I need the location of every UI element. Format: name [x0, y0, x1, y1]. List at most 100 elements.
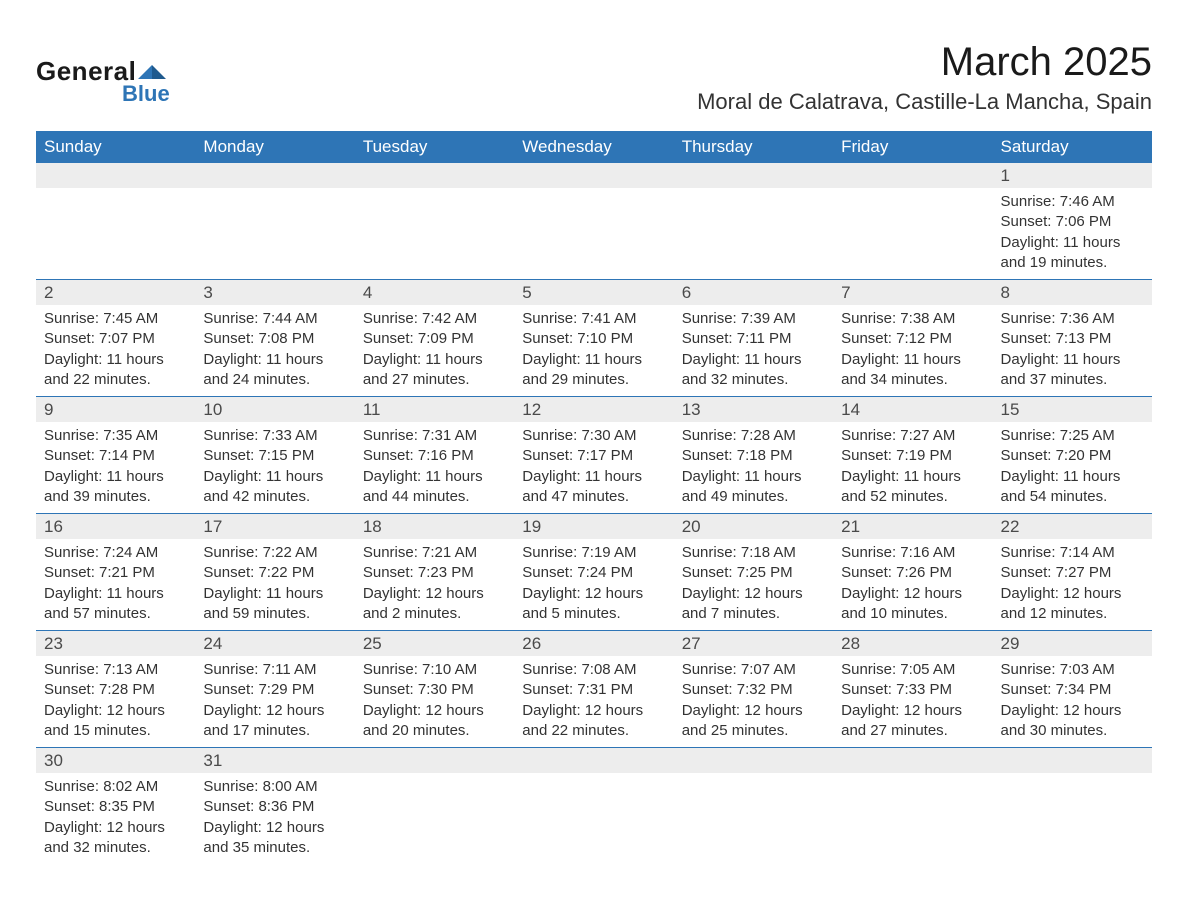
calendar-week-row: 30Sunrise: 8:02 AMSunset: 8:35 PMDayligh… [36, 748, 1152, 865]
sunrise-text: Sunrise: 7:10 AM [363, 660, 506, 680]
day-number: 25 [355, 631, 514, 656]
daylight-text-2: and 5 minutes. [522, 604, 665, 624]
day-content: Sunrise: 7:08 AMSunset: 7:31 PMDaylight:… [514, 656, 673, 747]
day-content: Sunrise: 7:39 AMSunset: 7:11 PMDaylight:… [674, 305, 833, 396]
day-content: Sunrise: 7:38 AMSunset: 7:12 PMDaylight:… [833, 305, 992, 396]
daylight-text-1: Daylight: 11 hours [522, 350, 665, 370]
daylight-text-1: Daylight: 11 hours [682, 467, 825, 487]
sunset-text: Sunset: 7:20 PM [1001, 446, 1144, 466]
sunset-text: Sunset: 7:09 PM [363, 329, 506, 349]
sunset-text: Sunset: 7:16 PM [363, 446, 506, 466]
daylight-text-2: and 42 minutes. [203, 487, 346, 507]
daylight-text-1: Daylight: 11 hours [203, 584, 346, 604]
daylight-text-2: and 57 minutes. [44, 604, 187, 624]
calendar-day-cell: 19Sunrise: 7:19 AMSunset: 7:24 PMDayligh… [514, 514, 673, 631]
daylight-text-1: Daylight: 12 hours [44, 701, 187, 721]
day-number: 11 [355, 397, 514, 422]
title-block: March 2025 Moral de Calatrava, Castille-… [697, 40, 1152, 123]
daylight-text-1: Daylight: 11 hours [682, 350, 825, 370]
day-number [674, 748, 833, 773]
sunrise-text: Sunrise: 7:27 AM [841, 426, 984, 446]
day-content: Sunrise: 7:28 AMSunset: 7:18 PMDaylight:… [674, 422, 833, 513]
sunset-text: Sunset: 7:06 PM [1001, 212, 1144, 232]
logo-blue-text: Blue [122, 81, 170, 107]
weekday-header-row: Sunday Monday Tuesday Wednesday Thursday… [36, 131, 1152, 163]
sunset-text: Sunset: 7:22 PM [203, 563, 346, 583]
calendar-day-cell [355, 163, 514, 280]
daylight-text-2: and 32 minutes. [682, 370, 825, 390]
day-content: Sunrise: 7:07 AMSunset: 7:32 PMDaylight:… [674, 656, 833, 747]
day-number [355, 163, 514, 188]
daylight-text-1: Daylight: 12 hours [363, 701, 506, 721]
daylight-text-2: and 15 minutes. [44, 721, 187, 741]
weekday-header: Friday [833, 131, 992, 163]
calendar-day-cell: 11Sunrise: 7:31 AMSunset: 7:16 PMDayligh… [355, 397, 514, 514]
sunrise-text: Sunrise: 7:25 AM [1001, 426, 1144, 446]
calendar-day-cell: 7Sunrise: 7:38 AMSunset: 7:12 PMDaylight… [833, 280, 992, 397]
day-content [833, 773, 992, 783]
day-content [355, 773, 514, 783]
daylight-text-2: and 25 minutes. [682, 721, 825, 741]
day-content: Sunrise: 7:36 AMSunset: 7:13 PMDaylight:… [993, 305, 1152, 396]
day-content: Sunrise: 7:10 AMSunset: 7:30 PMDaylight:… [355, 656, 514, 747]
calendar-week-row: 1Sunrise: 7:46 AMSunset: 7:06 PMDaylight… [36, 163, 1152, 280]
calendar-day-cell: 9Sunrise: 7:35 AMSunset: 7:14 PMDaylight… [36, 397, 195, 514]
day-content: Sunrise: 7:22 AMSunset: 7:22 PMDaylight:… [195, 539, 354, 630]
day-content: Sunrise: 7:41 AMSunset: 7:10 PMDaylight:… [514, 305, 673, 396]
calendar-day-cell: 25Sunrise: 7:10 AMSunset: 7:30 PMDayligh… [355, 631, 514, 748]
calendar-day-cell [195, 163, 354, 280]
daylight-text-1: Daylight: 12 hours [522, 701, 665, 721]
daylight-text-1: Daylight: 12 hours [841, 701, 984, 721]
daylight-text-2: and 10 minutes. [841, 604, 984, 624]
day-content [514, 188, 673, 198]
daylight-text-1: Daylight: 12 hours [44, 818, 187, 838]
daylight-text-1: Daylight: 11 hours [44, 584, 187, 604]
calendar-week-row: 2Sunrise: 7:45 AMSunset: 7:07 PMDaylight… [36, 280, 1152, 397]
daylight-text-2: and 49 minutes. [682, 487, 825, 507]
day-number [833, 163, 992, 188]
sunrise-text: Sunrise: 7:18 AM [682, 543, 825, 563]
sunset-text: Sunset: 7:29 PM [203, 680, 346, 700]
day-number: 13 [674, 397, 833, 422]
weekday-header: Monday [195, 131, 354, 163]
daylight-text-2: and 12 minutes. [1001, 604, 1144, 624]
sunrise-text: Sunrise: 7:31 AM [363, 426, 506, 446]
daylight-text-1: Daylight: 12 hours [363, 584, 506, 604]
daylight-text-2: and 59 minutes. [203, 604, 346, 624]
day-number [195, 163, 354, 188]
sunrise-text: Sunrise: 7:33 AM [203, 426, 346, 446]
daylight-text-1: Daylight: 12 hours [203, 818, 346, 838]
sunset-text: Sunset: 7:18 PM [682, 446, 825, 466]
daylight-text-2: and 32 minutes. [44, 838, 187, 858]
day-content [833, 188, 992, 198]
calendar-day-cell: 17Sunrise: 7:22 AMSunset: 7:22 PMDayligh… [195, 514, 354, 631]
sunset-text: Sunset: 7:10 PM [522, 329, 665, 349]
calendar-day-cell: 27Sunrise: 7:07 AMSunset: 7:32 PMDayligh… [674, 631, 833, 748]
calendar-day-cell [514, 163, 673, 280]
day-number: 27 [674, 631, 833, 656]
day-content: Sunrise: 7:44 AMSunset: 7:08 PMDaylight:… [195, 305, 354, 396]
daylight-text-2: and 22 minutes. [522, 721, 665, 741]
day-number: 19 [514, 514, 673, 539]
day-content: Sunrise: 7:45 AMSunset: 7:07 PMDaylight:… [36, 305, 195, 396]
calendar-day-cell [514, 748, 673, 865]
day-content: Sunrise: 7:11 AMSunset: 7:29 PMDaylight:… [195, 656, 354, 747]
calendar-day-cell: 2Sunrise: 7:45 AMSunset: 7:07 PMDaylight… [36, 280, 195, 397]
day-number: 12 [514, 397, 673, 422]
calendar-day-cell: 23Sunrise: 7:13 AMSunset: 7:28 PMDayligh… [36, 631, 195, 748]
calendar-day-cell: 20Sunrise: 7:18 AMSunset: 7:25 PMDayligh… [674, 514, 833, 631]
sunset-text: Sunset: 7:15 PM [203, 446, 346, 466]
day-number [36, 163, 195, 188]
day-number: 29 [993, 631, 1152, 656]
sunset-text: Sunset: 7:17 PM [522, 446, 665, 466]
sunset-text: Sunset: 7:34 PM [1001, 680, 1144, 700]
calendar-day-cell: 29Sunrise: 7:03 AMSunset: 7:34 PMDayligh… [993, 631, 1152, 748]
calendar-day-cell: 24Sunrise: 7:11 AMSunset: 7:29 PMDayligh… [195, 631, 354, 748]
sunset-text: Sunset: 7:08 PM [203, 329, 346, 349]
calendar-day-cell: 31Sunrise: 8:00 AMSunset: 8:36 PMDayligh… [195, 748, 354, 865]
daylight-text-1: Daylight: 11 hours [1001, 350, 1144, 370]
day-number: 17 [195, 514, 354, 539]
daylight-text-1: Daylight: 11 hours [363, 350, 506, 370]
weekday-header: Sunday [36, 131, 195, 163]
sunrise-text: Sunrise: 7:14 AM [1001, 543, 1144, 563]
